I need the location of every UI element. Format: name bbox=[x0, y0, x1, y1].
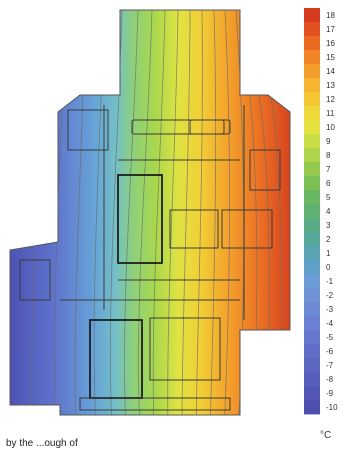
scale-swatch bbox=[304, 176, 320, 191]
scale-tick-label: 16 bbox=[326, 39, 335, 48]
scale-tick-label: 12 bbox=[326, 95, 335, 104]
color-scale-legend: 1817161514131211109876543210-1-2-3-4-5-6… bbox=[304, 8, 338, 441]
scale-swatch bbox=[304, 274, 320, 289]
scale-swatch bbox=[304, 8, 320, 23]
scale-tick-labels: 1817161514131211109876543210-1-2-3-4-5-6… bbox=[326, 11, 338, 412]
scale-tick-label: 4 bbox=[326, 207, 331, 216]
scale-swatch bbox=[304, 330, 320, 345]
scale-swatch bbox=[304, 302, 320, 317]
scale-swatch bbox=[304, 316, 320, 331]
scale-tick-label: -4 bbox=[326, 319, 334, 328]
scale-swatch bbox=[304, 260, 320, 275]
scale-swatch bbox=[304, 288, 320, 303]
scale-swatch bbox=[304, 400, 320, 415]
scale-tick-label: -7 bbox=[326, 361, 334, 370]
scale-swatch bbox=[304, 92, 320, 107]
scale-swatch bbox=[304, 232, 320, 247]
scale-tick-label: -2 bbox=[326, 291, 334, 300]
scale-tick-label: 2 bbox=[326, 235, 331, 244]
scale-tick-label: 11 bbox=[326, 109, 335, 118]
scale-tick-label: 10 bbox=[326, 123, 335, 132]
thermal-field bbox=[9, 9, 291, 416]
scale-swatch bbox=[304, 162, 320, 177]
scale-swatch bbox=[304, 190, 320, 205]
scale-tick-label: 8 bbox=[326, 151, 331, 160]
scale-swatch bbox=[304, 246, 320, 261]
profile-chambers bbox=[19, 105, 281, 411]
scale-tick-label: 17 bbox=[326, 25, 335, 34]
scale-tick-label: 7 bbox=[326, 165, 331, 174]
scale-swatch bbox=[304, 204, 320, 219]
scale-tick-label: -8 bbox=[326, 375, 334, 384]
scale-tick-label: -5 bbox=[326, 333, 334, 342]
scale-tick-label: -3 bbox=[326, 305, 334, 314]
scale-swatch bbox=[304, 106, 320, 121]
scale-swatch bbox=[304, 36, 320, 51]
figure-caption-fragment: by the ...ough of bbox=[6, 438, 78, 449]
scale-swatch bbox=[304, 134, 320, 149]
scale-tick-label: -6 bbox=[326, 347, 334, 356]
scale-tick-label: 3 bbox=[326, 221, 331, 230]
scale-tick-label: 5 bbox=[326, 193, 331, 202]
scale-swatch bbox=[304, 120, 320, 135]
scale-tick-label: 0 bbox=[326, 263, 331, 272]
scale-swatch bbox=[304, 358, 320, 373]
scale-swatch bbox=[304, 78, 320, 93]
scale-tick-label: -9 bbox=[326, 389, 334, 398]
scale-tick-label: 14 bbox=[326, 67, 335, 76]
scale-swatch bbox=[304, 50, 320, 65]
scale-tick-label: 6 bbox=[326, 179, 331, 188]
scale-tick-label: 9 bbox=[326, 137, 331, 146]
scale-tick-label: 15 bbox=[326, 53, 335, 62]
scale-tick-label: 1 bbox=[326, 249, 331, 258]
scale-tick-label: 18 bbox=[326, 11, 335, 20]
scale-tick-label: -1 bbox=[326, 277, 334, 286]
scale-swatch bbox=[304, 372, 320, 387]
scale-swatch bbox=[304, 344, 320, 359]
scale-swatch bbox=[304, 64, 320, 79]
scale-swatch bbox=[304, 218, 320, 233]
scale-swatch bbox=[304, 148, 320, 163]
scale-swatch bbox=[304, 386, 320, 401]
scale-tick-label: 13 bbox=[326, 81, 335, 90]
scale-swatch bbox=[304, 22, 320, 37]
scale-unit-label: °C bbox=[320, 430, 331, 441]
scale-swatches bbox=[304, 8, 320, 415]
scale-tick-label: -10 bbox=[326, 403, 338, 412]
